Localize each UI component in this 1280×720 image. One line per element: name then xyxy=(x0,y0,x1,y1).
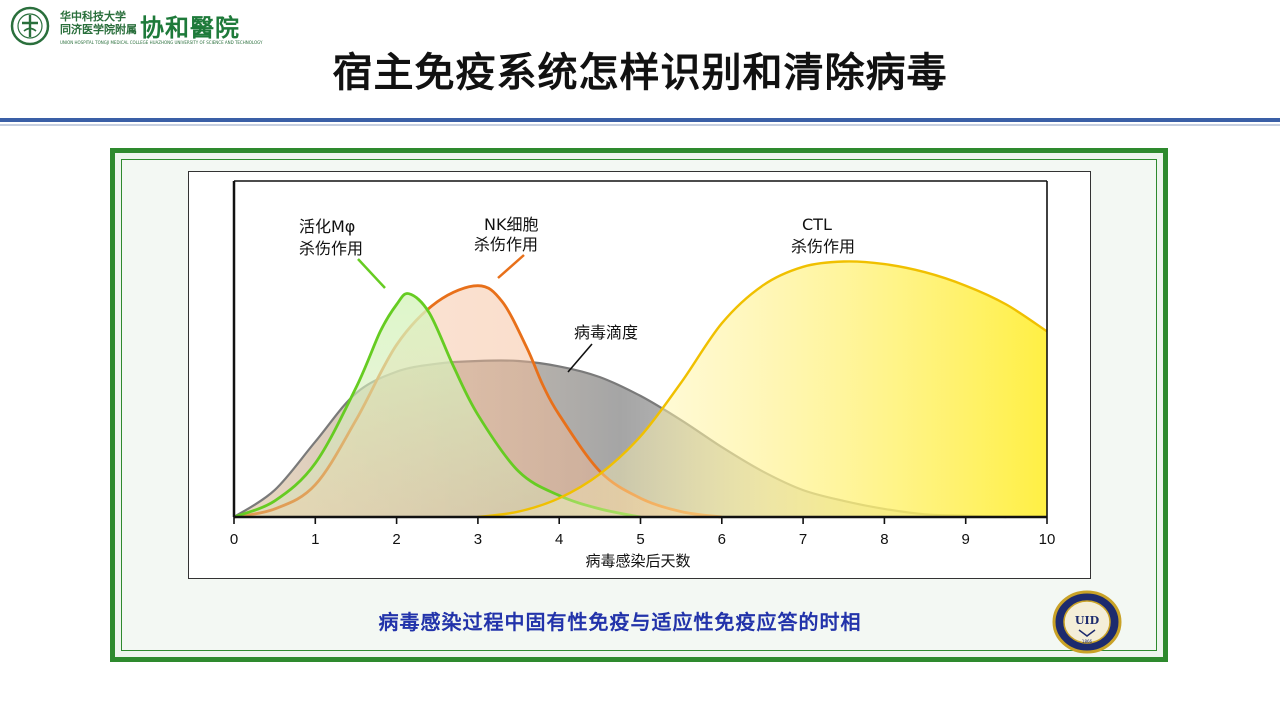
series-macrophage-area xyxy=(234,293,641,517)
annotation-virus-titer: 病毒滴度 xyxy=(574,323,638,342)
annotation-nk-line2: 杀伤作用 xyxy=(474,235,538,254)
x-axis: 0 1 2 3 4 5 6 7 8 9 10 xyxy=(230,180,1056,548)
hospital-name: 协和醫院 xyxy=(140,13,240,42)
annotation-macrophage-line1: 活化Mφ xyxy=(299,217,355,236)
leader-line-nk xyxy=(497,254,525,279)
x-tick-label: 8 xyxy=(880,531,888,548)
x-tick-label: 3 xyxy=(474,531,482,548)
university-line-1: 华中科技大学 xyxy=(60,10,126,23)
series-layer xyxy=(233,260,1048,519)
slide-title: 宿主免疫系统怎样识别和清除病毒 xyxy=(332,50,948,96)
figure-caption: 病毒感染过程中固有性免疫与适应性免疫应答的时相 xyxy=(378,610,862,634)
annotation-macrophage-line2: 杀伤作用 xyxy=(299,239,363,258)
leader-line-virus-titer xyxy=(567,343,593,373)
annotation-virus-titer-label: 病毒滴度 xyxy=(574,323,638,342)
hospital-emblem-icon xyxy=(10,6,50,46)
svg-text:UID: UID xyxy=(1075,614,1100,627)
x-tick-label: 6 xyxy=(718,531,726,548)
annotation-ctl-line1: CTL xyxy=(802,215,832,234)
x-tick-label: 10 xyxy=(1039,531,1056,548)
leader-line-macrophage xyxy=(357,258,386,289)
series-ctl-line xyxy=(477,260,1048,519)
x-axis-label: 病毒感染后天数 xyxy=(585,553,690,570)
x-tick-label: 2 xyxy=(392,531,400,548)
hospital-english-name: UNION HOSPITAL TONGJI MEDICAL COLLEGE HU… xyxy=(60,40,263,45)
immune-response-chart: 0 1 2 3 4 5 6 7 8 9 10 病毒感染后天数 活化Mφ 杀伤作用 NK细胞 杀伤作用… xyxy=(230,180,1056,570)
hospital-seal-icon: UID 1866 xyxy=(1052,590,1122,654)
annotation-ctl-line2: 杀伤作用 xyxy=(791,237,855,256)
hospital-logo: 华中科技大学 同济医学院附属 协和醫院 UNION HOSPITAL TONGJ… xyxy=(6,4,262,48)
header-divider xyxy=(0,118,1280,122)
x-tick-label: 5 xyxy=(636,531,644,548)
series-macrophage-line xyxy=(233,292,641,519)
annotation-nk-line1: NK细胞 xyxy=(484,215,538,234)
annotation-macrophage: 活化Mφ 杀伤作用 xyxy=(299,217,363,258)
header-divider-shadow xyxy=(0,124,1280,126)
x-tick-label: 9 xyxy=(962,531,970,548)
series-ctl-area xyxy=(477,261,1047,517)
x-tick-label: 7 xyxy=(799,531,807,548)
x-tick-label: 0 xyxy=(230,531,238,548)
x-tick-label: 1 xyxy=(311,531,319,548)
x-tick-label: 4 xyxy=(555,531,563,548)
annotation-ctl: CTL 杀伤作用 xyxy=(791,215,855,256)
university-line-2: 同济医学院附属 xyxy=(60,23,137,36)
annotation-nk: NK细胞 杀伤作用 xyxy=(474,215,538,254)
svg-text:1866: 1866 xyxy=(1082,639,1093,644)
